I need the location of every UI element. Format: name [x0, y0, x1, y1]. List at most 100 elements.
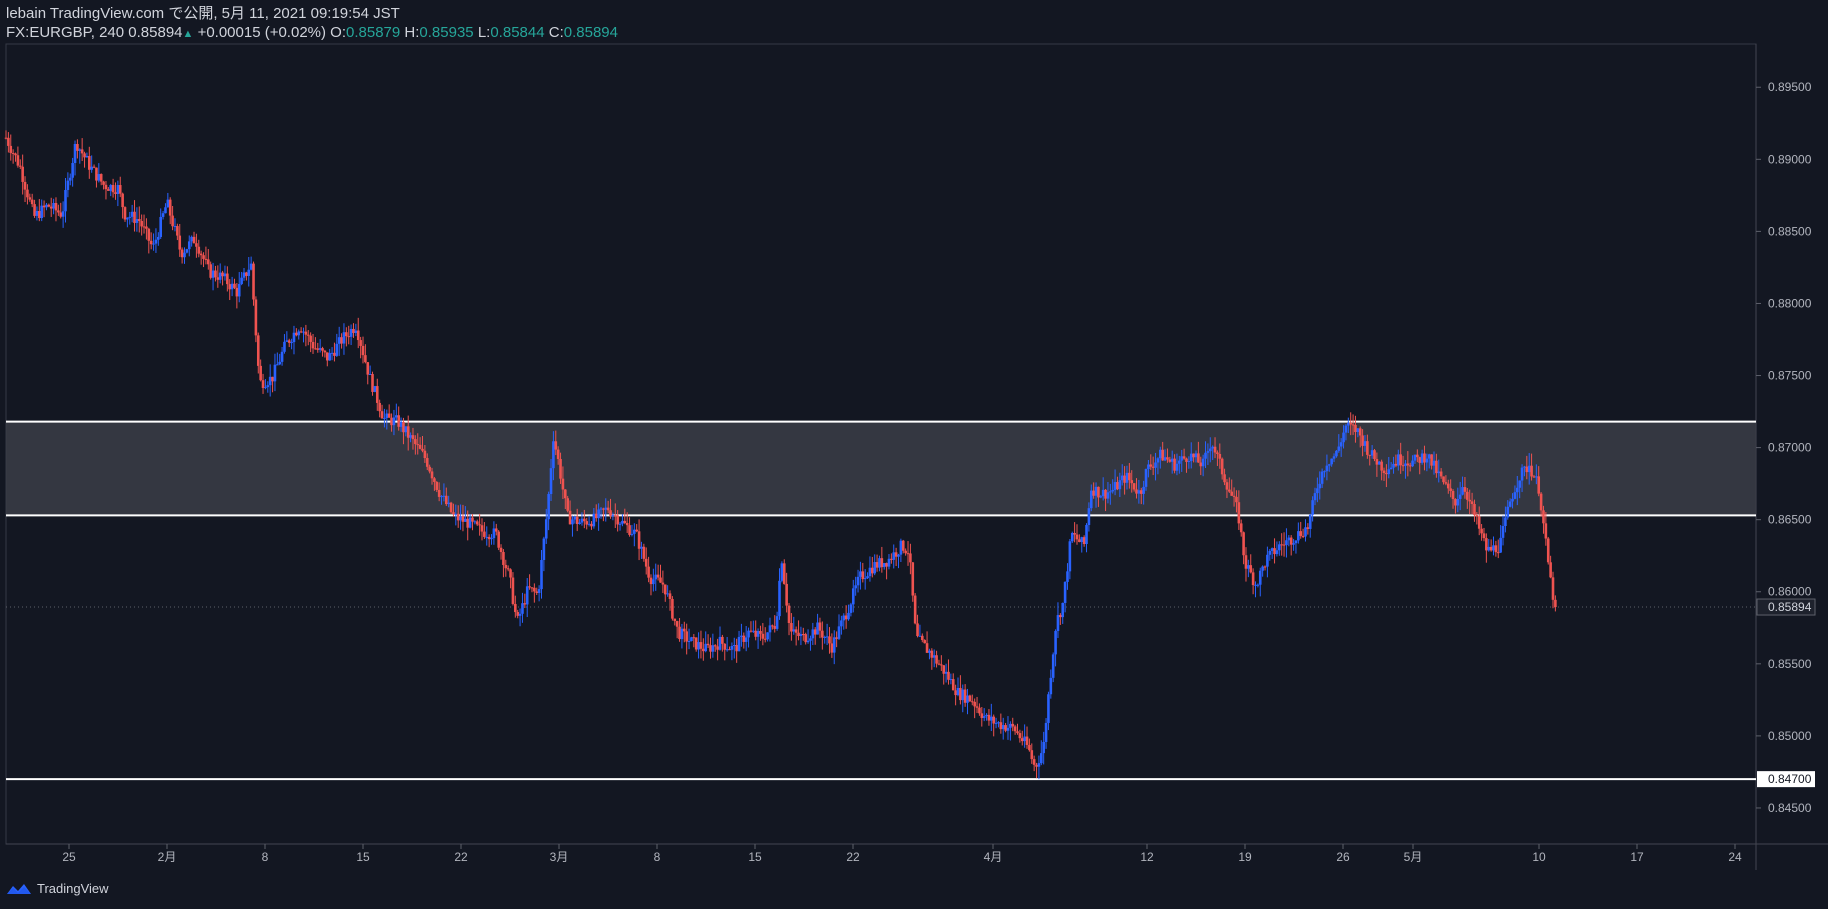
candle-body	[799, 633, 803, 637]
candle-body	[963, 689, 967, 703]
candle-body	[997, 722, 1000, 724]
candle-body	[1166, 457, 1169, 460]
candle-body	[1513, 492, 1517, 499]
candle-body	[1237, 502, 1241, 524]
x-tick-label: 8	[654, 850, 661, 864]
candle-body	[287, 340, 291, 343]
candle-body	[1354, 424, 1357, 433]
candle-body	[1499, 537, 1502, 553]
candle-body	[425, 458, 429, 467]
candle-body	[1337, 446, 1341, 451]
candle-body	[157, 236, 160, 240]
candle-body	[449, 502, 453, 513]
candle-body	[502, 552, 505, 565]
candle-body	[211, 270, 215, 278]
candle-body	[530, 587, 534, 589]
candle-body	[959, 687, 962, 701]
candle-body	[1370, 450, 1374, 456]
candle-body	[556, 449, 560, 459]
candle-body	[747, 630, 750, 638]
candle-body	[844, 615, 848, 620]
candle-body	[809, 638, 812, 641]
candle-body	[152, 243, 155, 245]
x-tick-label: 5月	[1404, 850, 1423, 864]
candle-body	[404, 426, 408, 433]
low-value: 0.85844	[490, 24, 545, 41]
candle-body	[1258, 570, 1262, 585]
candle-body	[956, 687, 960, 696]
candle-body	[130, 211, 134, 217]
candle-body	[1294, 540, 1298, 544]
candle-body	[264, 387, 267, 389]
candle-body	[1506, 506, 1510, 518]
candle-body	[1377, 461, 1381, 465]
candle-body	[28, 197, 32, 200]
candle-body	[1297, 531, 1300, 541]
candle-body	[673, 618, 677, 622]
candle-body	[1451, 490, 1455, 500]
candle-body	[1232, 495, 1236, 497]
candle-body	[1366, 441, 1369, 455]
high-value: 0.85935	[419, 24, 474, 41]
candle-body	[323, 350, 327, 353]
candle-body	[383, 418, 386, 420]
candle-body	[237, 284, 241, 297]
candle-body	[973, 701, 976, 707]
candle-body	[1270, 548, 1274, 551]
candle-body	[854, 585, 857, 589]
candle-body	[509, 569, 512, 578]
candle-body	[506, 568, 510, 570]
candle-body	[633, 529, 636, 534]
candle-body	[523, 603, 527, 605]
candle-body	[437, 489, 441, 497]
candle-body	[661, 582, 665, 585]
candle-body	[202, 255, 205, 259]
candle-body	[340, 337, 343, 344]
candle-body	[549, 468, 553, 495]
candle-body	[1178, 460, 1181, 464]
candle-body	[92, 166, 96, 168]
candle-body	[80, 149, 84, 154]
candle-body	[88, 155, 91, 170]
candle-body	[1063, 581, 1067, 603]
candle-body	[1266, 554, 1269, 567]
candle-body	[1082, 537, 1086, 545]
candle-body	[1425, 458, 1429, 463]
candle-body	[216, 277, 220, 280]
candle-body	[542, 538, 546, 561]
candle-body	[375, 386, 379, 403]
candle-body	[730, 646, 734, 650]
candle-body	[1094, 486, 1098, 496]
candle-body	[1056, 615, 1060, 631]
candle-body	[716, 646, 719, 650]
candle-body	[54, 202, 58, 211]
candle-body	[778, 580, 781, 617]
candle-body	[1392, 463, 1395, 468]
candle-body	[64, 189, 67, 212]
candle-body	[918, 635, 922, 637]
candle-body	[1001, 725, 1005, 730]
close-value: 0.85894	[563, 24, 618, 41]
candle-body	[813, 629, 817, 635]
candle-body	[866, 576, 869, 579]
candle-body	[16, 155, 20, 166]
candle-body	[842, 615, 846, 621]
candle-body	[1551, 577, 1555, 600]
candle-body	[354, 330, 358, 333]
candle-body	[649, 577, 653, 585]
candle-body	[1042, 741, 1045, 754]
candle-body	[625, 523, 629, 526]
candle-body	[680, 628, 684, 640]
candle-body	[52, 202, 55, 209]
candle-body	[1399, 454, 1402, 466]
candle-body	[1011, 723, 1015, 727]
candle-body	[433, 478, 436, 482]
candle-body	[1147, 464, 1150, 470]
candle-body	[1282, 544, 1286, 546]
candle-body	[1518, 480, 1521, 488]
candle-body	[911, 562, 915, 596]
candle-body	[228, 284, 232, 290]
candle-body	[1054, 630, 1057, 655]
candle-body	[859, 571, 862, 577]
